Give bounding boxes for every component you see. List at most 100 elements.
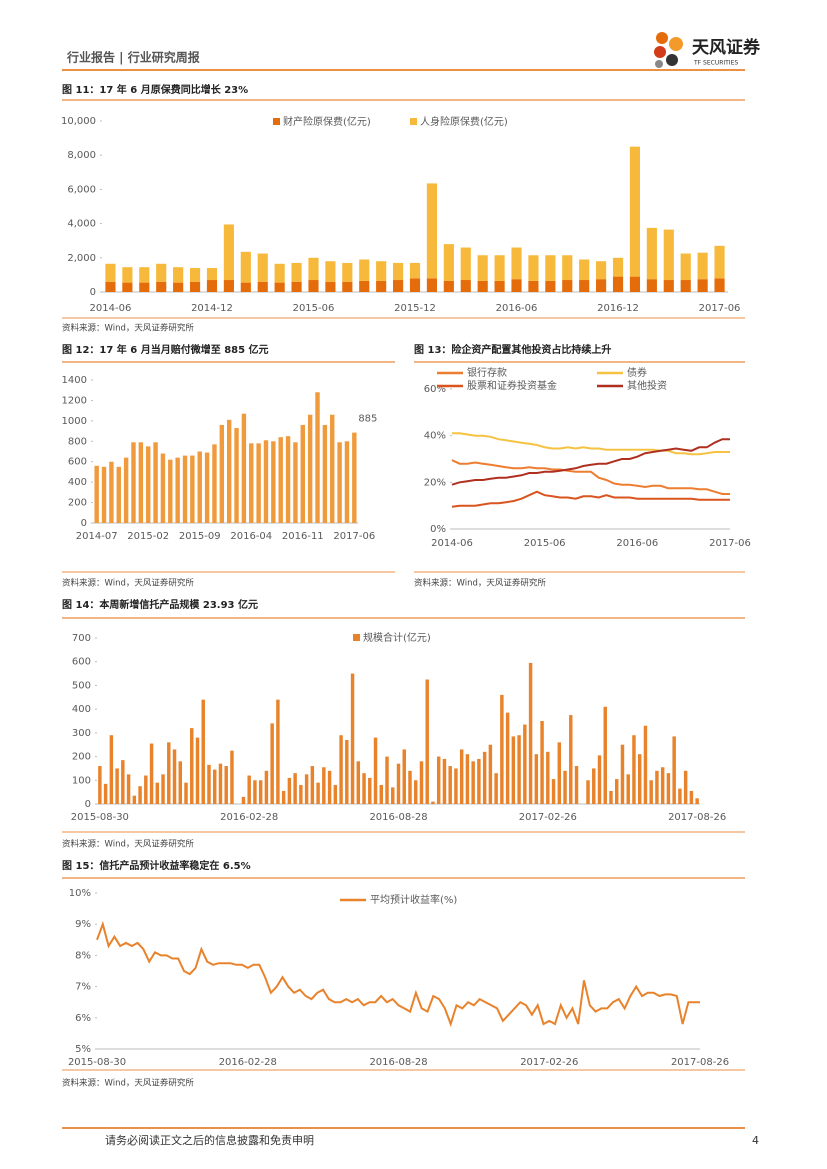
- bar: [500, 694, 504, 804]
- bar-segment: [714, 245, 725, 279]
- bar: [144, 775, 148, 804]
- bar-segment: [308, 257, 319, 281]
- bar: [333, 785, 338, 804]
- bar-segment: [156, 263, 167, 282]
- bar-segment: [189, 268, 201, 282]
- bar-segment: [494, 280, 505, 292]
- legend-label: 规模合计(亿元): [363, 631, 431, 644]
- bar: [310, 766, 315, 804]
- source: 资料来源：Wind，天风证券研究所: [62, 323, 194, 334]
- bar-segment: [206, 280, 218, 292]
- bar-segment: [206, 268, 218, 281]
- bar-segment: [646, 227, 657, 280]
- bar-segment: [139, 267, 150, 283]
- x-tick-label: 2014-12: [191, 303, 233, 314]
- source: 资料来源：Wind，天风证券研究所: [62, 839, 194, 850]
- bar: [523, 724, 527, 804]
- bar: [592, 768, 596, 804]
- bar-segment: [596, 279, 607, 292]
- y-tick-label: 9%: [75, 919, 91, 930]
- bar-segment: [697, 252, 708, 280]
- bar: [356, 761, 361, 804]
- bar: [247, 775, 251, 804]
- bar: [362, 773, 366, 804]
- figure-title: 图 12：17 年 6 月当月赔付微增至 885 亿元: [62, 343, 269, 356]
- x-tick-label: 2017-06: [333, 531, 375, 542]
- bar: [517, 735, 521, 804]
- disclaimer: 请务必阅读正文之后的信息披露和免责申明: [105, 1133, 314, 1147]
- legend-swatch: [273, 118, 280, 125]
- bar: [212, 444, 217, 523]
- bar: [402, 749, 406, 804]
- bar: [391, 787, 395, 804]
- y-tick-label: 1200: [62, 395, 87, 406]
- bar: [132, 795, 137, 804]
- bar: [276, 699, 280, 804]
- bar: [683, 770, 688, 804]
- bar: [666, 773, 671, 804]
- source: 资料来源：Wind，天风证券研究所: [414, 578, 546, 589]
- bar: [146, 446, 151, 523]
- bar: [322, 767, 326, 804]
- bar: [103, 783, 108, 804]
- bar: [138, 786, 142, 804]
- bar: [385, 756, 389, 804]
- bar-segment: [629, 146, 641, 277]
- x-tick-label: 2016-02-28: [220, 812, 278, 823]
- bar: [153, 442, 158, 523]
- x-tick-label: 2015-08-30: [68, 1057, 126, 1068]
- bar: [695, 798, 699, 804]
- bar-segment: [257, 281, 268, 292]
- bar: [436, 756, 441, 804]
- bar: [368, 777, 372, 804]
- bar-segment: [511, 279, 522, 292]
- bar-segment: [443, 244, 454, 281]
- x-tick-label: 2016-11: [282, 531, 324, 542]
- bar-segment: [122, 282, 133, 292]
- bar: [94, 465, 99, 523]
- x-tick-label: 2016-06: [616, 538, 658, 549]
- y-tick-label: 600: [72, 657, 91, 668]
- y-tick-label: 400: [68, 477, 87, 488]
- bar-segment: [240, 251, 251, 283]
- bar: [168, 459, 173, 523]
- bar: [327, 770, 332, 804]
- source: 资料来源：Wind，天风证券研究所: [62, 578, 194, 589]
- bar: [195, 737, 200, 804]
- bar: [330, 414, 335, 523]
- bar: [109, 461, 114, 523]
- bar-segment: [325, 261, 336, 282]
- x-tick-label: 2014-06: [431, 538, 473, 549]
- x-tick-label: 2016-08-28: [369, 1057, 427, 1068]
- bar: [121, 760, 125, 804]
- bar: [344, 441, 350, 523]
- bar-segment: [291, 262, 302, 282]
- y-tick-label: 4,000: [67, 219, 96, 230]
- bar: [201, 699, 205, 804]
- bar-segment: [680, 253, 691, 281]
- bar-segment: [291, 281, 302, 292]
- bar-segment: [173, 267, 184, 283]
- y-tick-label: 1000: [62, 416, 87, 427]
- bar-segment: [274, 282, 285, 292]
- bar-segment: [494, 255, 505, 281]
- bar: [109, 735, 114, 804]
- bar-segment: [443, 280, 454, 292]
- bar: [597, 755, 602, 804]
- bar: [253, 780, 257, 804]
- x-tick-label: 2015-08-30: [71, 812, 129, 823]
- bar-segment: [697, 279, 708, 292]
- bar: [304, 774, 309, 804]
- bar-segment: [562, 280, 573, 292]
- bar-segment: [714, 278, 725, 292]
- bar-segment: [460, 280, 471, 292]
- y-tick-label: 1400: [62, 375, 87, 386]
- bar: [184, 782, 188, 804]
- bar-segment: [257, 253, 268, 282]
- bar: [126, 774, 131, 804]
- bar-segment: [562, 255, 573, 281]
- bar-segment: [342, 262, 353, 282]
- bar-segment: [122, 267, 133, 283]
- bar: [155, 782, 160, 804]
- bar: [414, 780, 418, 804]
